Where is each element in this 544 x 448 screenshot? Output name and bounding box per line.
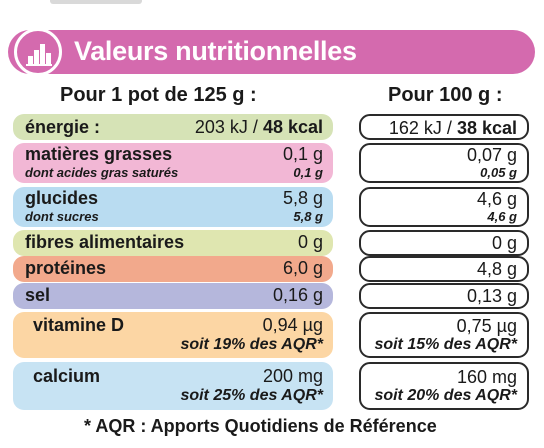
fibres-portion-box: fibres alimentaires 0 g <box>13 230 333 256</box>
energie-label: énergie : <box>25 117 101 137</box>
vitamine-100g-aqr: soit 15% des AQR* <box>374 336 517 353</box>
proteines-portion-value: 6,0 g <box>282 258 323 278</box>
calcium-portion-value: 200 mg <box>262 366 323 386</box>
sucres-100g-value: 4,6 g <box>487 209 517 224</box>
vitamine-portion-box: vitamine D 0,94 µg soit 19% des AQR* <box>13 312 333 358</box>
glucides-100g-box: 4,6 g 4,6 g <box>359 187 529 227</box>
energie-kj-100g: 162 kJ / <box>388 118 452 138</box>
sel-portion-box: sel 0,16 g <box>13 283 333 309</box>
energie-100g-value: 162 kJ / 38 kcal <box>389 118 517 139</box>
title-banner: Valeurs nutritionnelles <box>8 28 535 76</box>
row-proteines: protéines 6,0 g 4,8 g <box>13 256 529 282</box>
energie-100g-box: 162 kJ / 38 kcal <box>359 114 529 140</box>
calcium-100g-aqr: soit 20% des AQR* <box>374 387 517 404</box>
page-title: Valeurs nutritionnelles <box>74 36 357 66</box>
energie-kcal-100g: 38 kcal <box>456 118 517 138</box>
matieres-portion-box: matières grasses 0,1 g dont acides gras … <box>13 143 333 183</box>
row-glucides: glucides 5,8 g dont sucres 5,8 g 4,6 g 4… <box>13 187 529 227</box>
sel-100g-box: 0,13 g <box>359 283 529 309</box>
glucides-100g-value: 4,6 g <box>476 189 517 209</box>
matieres-100g-value: 0,07 g <box>466 145 517 165</box>
fibres-100g-box: 0 g <box>359 230 529 256</box>
bar-chart-icon <box>14 28 62 76</box>
vitamine-label: vitamine D <box>33 315 125 335</box>
satures-label: dont acides gras saturés <box>25 165 179 180</box>
calcium-100g-box: 160 mg soit 20% des AQR* <box>359 362 529 410</box>
calcium-label: calcium <box>33 366 101 386</box>
energie-portion-value: 203 kJ / 48 kcal <box>195 117 323 138</box>
energie-kj-portion: 203 kJ / <box>194 117 258 137</box>
row-vitamine-d: vitamine D 0,94 µg soit 19% des AQR* 0,7… <box>13 312 529 358</box>
proteines-100g-box: 4,8 g <box>359 256 529 282</box>
matieres-portion-value: 0,1 g <box>282 144 323 164</box>
proteines-label: protéines <box>25 258 107 278</box>
column-header-100g: Pour 100 g : <box>388 84 503 106</box>
satures-portion-value: 0,1 g <box>293 165 323 180</box>
sel-label: sel <box>25 285 51 305</box>
vitamine-100g-value: 0,75 µg <box>456 316 517 336</box>
matieres-label: matières grasses <box>25 144 173 164</box>
proteines-portion-box: protéines 6,0 g <box>13 256 333 282</box>
glucides-label: glucides <box>25 188 99 208</box>
top-strip <box>50 0 142 4</box>
row-sel: sel 0,16 g 0,13 g <box>13 283 529 309</box>
calcium-portion-box: calcium 200 mg soit 25% des AQR* <box>13 362 333 410</box>
vitamine-portion-aqr: soit 19% des AQR* <box>180 336 323 353</box>
sucres-portion-value: 5,8 g <box>293 209 323 224</box>
footnote: * AQR : Apports Quotidiens de Référence <box>84 416 437 436</box>
energie-kcal-portion: 48 kcal <box>262 117 323 137</box>
proteines-100g-value: 4,8 g <box>476 259 517 279</box>
row-energie: énergie : 203 kJ / 48 kcal 162 kJ / 38 k… <box>13 114 529 140</box>
vitamine-100g-box: 0,75 µg soit 15% des AQR* <box>359 312 529 358</box>
sel-100g-value: 0,13 g <box>466 286 517 306</box>
vitamine-portion-value: 0,94 µg <box>262 315 323 335</box>
column-header-portion: Pour 1 pot de 125 g : <box>60 84 257 106</box>
fibres-portion-value: 0 g <box>297 232 323 252</box>
row-matieres-grasses: matières grasses 0,1 g dont acides gras … <box>13 143 529 183</box>
row-calcium: calcium 200 mg soit 25% des AQR* 160 mg … <box>13 362 529 410</box>
glucides-portion-box: glucides 5,8 g dont sucres 5,8 g <box>13 187 333 227</box>
sel-portion-value: 0,16 g <box>272 285 323 305</box>
calcium-100g-value: 160 mg <box>456 367 517 387</box>
calcium-portion-aqr: soit 25% des AQR* <box>180 387 323 404</box>
satures-100g-value: 0,05 g <box>480 165 517 180</box>
fibres-100g-value: 0 g <box>491 233 517 253</box>
glucides-portion-value: 5,8 g <box>282 188 323 208</box>
matieres-100g-box: 0,07 g 0,05 g <box>359 143 529 183</box>
fibres-label: fibres alimentaires <box>25 232 185 252</box>
energie-portion-box: énergie : 203 kJ / 48 kcal <box>13 114 333 140</box>
sucres-label: dont sucres <box>25 209 99 224</box>
row-fibres: fibres alimentaires 0 g 0 g <box>13 230 529 256</box>
